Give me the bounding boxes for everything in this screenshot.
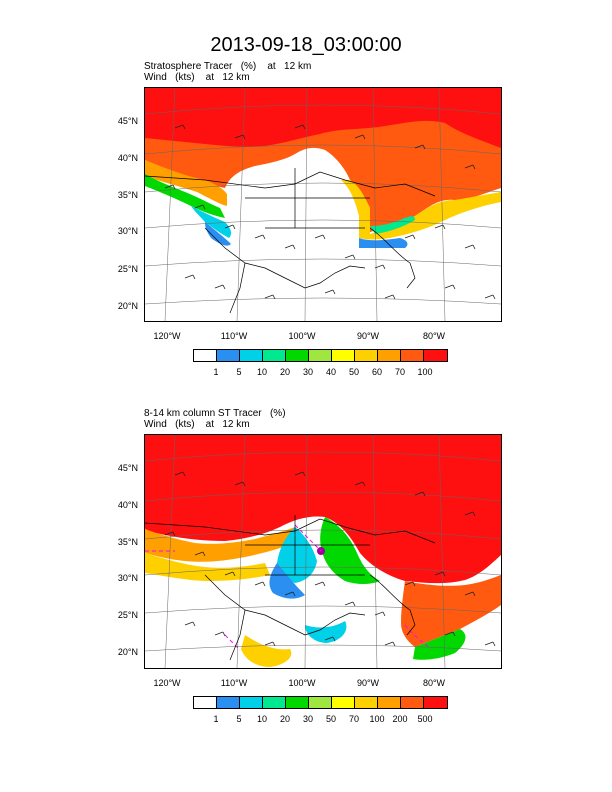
panel1-colorbar-label: 1 bbox=[213, 367, 219, 377]
panel1-lat-label: 40°N bbox=[117, 153, 138, 163]
panel1-colorbar-label: 20 bbox=[279, 367, 290, 377]
panel2-colorbar-label: 70 bbox=[348, 714, 359, 724]
figure-title: 2013-09-18_03:00:00 bbox=[210, 34, 402, 56]
panel1-lon-label: 90°W bbox=[356, 331, 380, 341]
colorbar-swatch bbox=[332, 697, 355, 708]
panel1-lat-label: 20°N bbox=[117, 301, 138, 311]
colorbar-swatch bbox=[309, 350, 332, 361]
panel2-colorbar-label: 1 bbox=[213, 714, 219, 724]
tracer-region-low1 bbox=[145, 174, 225, 218]
panel2-colorbar-label: 200 bbox=[392, 714, 408, 724]
panel1-colorbar-label: 70 bbox=[394, 367, 405, 377]
panel2-colorbar-label: 5 bbox=[236, 714, 242, 724]
panel2-colorbar-label: 20 bbox=[279, 714, 290, 724]
panel1-colorbar-label: 40 bbox=[325, 367, 336, 377]
graticule bbox=[145, 88, 501, 321]
column-region-sw bbox=[241, 635, 292, 667]
colorbar-swatch bbox=[217, 350, 240, 361]
wind-barbs bbox=[164, 124, 496, 300]
panel2-map-svg bbox=[145, 435, 501, 668]
panel2-lat-label: 25°N bbox=[117, 610, 138, 620]
colorbar-swatch bbox=[355, 350, 378, 361]
panel1-lat-label: 25°N bbox=[117, 264, 138, 274]
column-region-max bbox=[145, 435, 501, 584]
panel2-lat-label: 20°N bbox=[117, 647, 138, 657]
tracer-region-mid bbox=[341, 180, 501, 240]
colorbar-swatch bbox=[194, 697, 217, 708]
column-region-50 bbox=[277, 527, 317, 583]
panel2-colorbar-label: 50 bbox=[325, 714, 336, 724]
colorbar-swatch bbox=[286, 697, 309, 708]
colorbar-swatch bbox=[286, 350, 309, 361]
panel1-lat-label: 35°N bbox=[117, 190, 138, 200]
panel1-lon-label: 100°W bbox=[288, 331, 316, 341]
panel1-colorbar-label: 30 bbox=[302, 367, 313, 377]
panel1-map-svg bbox=[145, 88, 501, 321]
colorbar-swatch bbox=[401, 697, 424, 708]
colorbar-swatch bbox=[424, 697, 447, 708]
panel2-colorbar bbox=[193, 696, 448, 709]
tracer-region-east-green bbox=[370, 216, 415, 234]
panel1-variable-label: Stratosphere Tracer (%) at 12 km bbox=[144, 61, 312, 72]
column-region-east-green bbox=[413, 629, 466, 660]
panel1-lat-label: 30°N bbox=[117, 226, 138, 236]
panel2-lon-label: 100°W bbox=[288, 678, 316, 688]
colorbar-swatch bbox=[217, 697, 240, 708]
colorbar-swatch bbox=[263, 350, 286, 361]
panel2-lon-label: 120°W bbox=[153, 678, 181, 688]
column-region-sw-cyan bbox=[305, 621, 347, 643]
boundaries bbox=[145, 168, 436, 314]
tracer-region-low3 bbox=[205, 222, 231, 246]
panel1-colorbar-label: 60 bbox=[371, 367, 382, 377]
colorbar-swatch bbox=[240, 350, 263, 361]
graticule bbox=[145, 435, 501, 668]
colorbar-swatch bbox=[332, 350, 355, 361]
panel2-lon-label: 90°W bbox=[356, 678, 380, 688]
colorbar-swatch bbox=[263, 697, 286, 708]
wind-barbs bbox=[164, 471, 496, 647]
panel2-lat-label: 35°N bbox=[117, 537, 138, 547]
tracer-region-low2 bbox=[191, 206, 232, 238]
colorbar-swatch bbox=[240, 697, 263, 708]
panel1-colorbar bbox=[193, 349, 448, 362]
colorbar-swatch bbox=[355, 697, 378, 708]
panel2-variable-label: 8-14 km column ST Tracer (%) bbox=[144, 408, 286, 419]
tracer-region-east-blue bbox=[359, 238, 408, 248]
panel2-lat-label: 30°N bbox=[117, 573, 138, 583]
panel2-lon-label: 110°W bbox=[220, 678, 248, 688]
panel2-map bbox=[144, 434, 502, 669]
boundaries bbox=[145, 515, 436, 661]
tracer-region-70 bbox=[145, 160, 227, 206]
panel2-lat-label: 45°N bbox=[117, 463, 138, 473]
panel2-colorbar-label: 100 bbox=[369, 714, 385, 724]
colorbar-swatch bbox=[378, 697, 401, 708]
colorbar-swatch bbox=[194, 350, 217, 361]
panel1-lon-label: 110°W bbox=[220, 331, 248, 341]
panel1-lon-label: 80°W bbox=[422, 331, 446, 341]
panel2-colorbar-label: 500 bbox=[417, 714, 433, 724]
panel2-lon-label: 80°W bbox=[422, 678, 446, 688]
panel1-lat-label: 45°N bbox=[117, 116, 138, 126]
panel1-colorbar-label: 50 bbox=[348, 367, 359, 377]
colorbar-swatch bbox=[424, 350, 447, 361]
colorbar-swatch bbox=[401, 350, 424, 361]
colorbar-swatch bbox=[378, 350, 401, 361]
column-region-200 bbox=[145, 527, 300, 562]
panel2-colorbar-label: 30 bbox=[302, 714, 313, 724]
panel1-lon-label: 120°W bbox=[153, 331, 181, 341]
column-region-100 bbox=[145, 553, 270, 581]
panel2-colorbar-label: 10 bbox=[256, 714, 267, 724]
panel1-colorbar-label: 5 bbox=[236, 367, 242, 377]
column-region-30 bbox=[269, 563, 305, 599]
tracer-region-max bbox=[145, 88, 501, 148]
panel1-colorbar-label: 10 bbox=[256, 367, 267, 377]
panel1-map bbox=[144, 87, 502, 322]
colorbar-swatch bbox=[309, 697, 332, 708]
column-region-east bbox=[401, 575, 501, 647]
panel1-wind-label: Wind (kts) at 12 km bbox=[144, 72, 250, 83]
panel1-colorbar-label: 100 bbox=[417, 367, 433, 377]
panel2-lat-label: 40°N bbox=[117, 500, 138, 510]
panel2-wind-label: Wind (kts) at 12 km bbox=[144, 419, 250, 430]
